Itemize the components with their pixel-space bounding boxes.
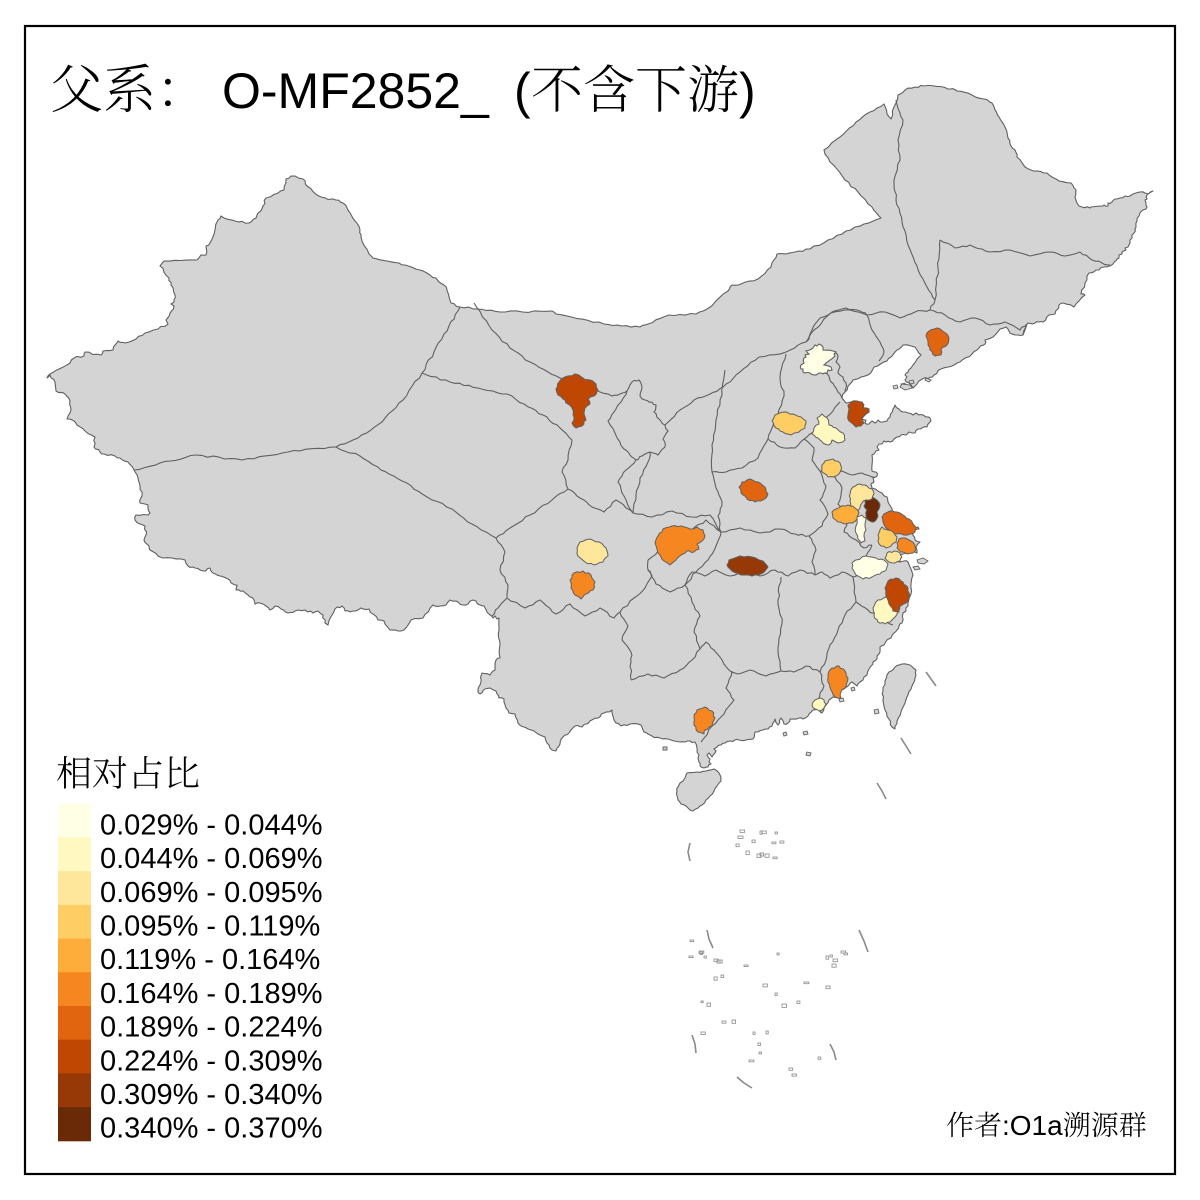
svg-text:0.189% - 0.224%: 0.189% - 0.224% <box>100 1012 322 1044</box>
svg-text:0.224% - 0.309%: 0.224% - 0.309% <box>100 1045 322 1077</box>
svg-text:(: ( <box>514 63 531 119</box>
svg-text::O1a: :O1a <box>1002 1110 1063 1141</box>
svg-text:0.340% - 0.370%: 0.340% - 0.370% <box>100 1113 322 1145</box>
svg-text:0.069% - 0.095%: 0.069% - 0.095% <box>100 877 322 909</box>
svg-text:): ) <box>739 63 756 119</box>
svg-text:O-MF2852_: O-MF2852_ <box>222 63 490 119</box>
svg-text:0.119% - 0.164%: 0.119% - 0.164% <box>100 944 320 976</box>
svg-text:0.309% - 0.340%: 0.309% - 0.340% <box>100 1079 322 1111</box>
svg-text:0.044% - 0.069%: 0.044% - 0.069% <box>100 843 322 875</box>
svg-text:0.095% - 0.119%: 0.095% - 0.119% <box>100 911 320 943</box>
svg-text:0.164% - 0.189%: 0.164% - 0.189% <box>100 978 322 1010</box>
svg-text:0.029% - 0.044%: 0.029% - 0.044% <box>100 809 322 841</box>
